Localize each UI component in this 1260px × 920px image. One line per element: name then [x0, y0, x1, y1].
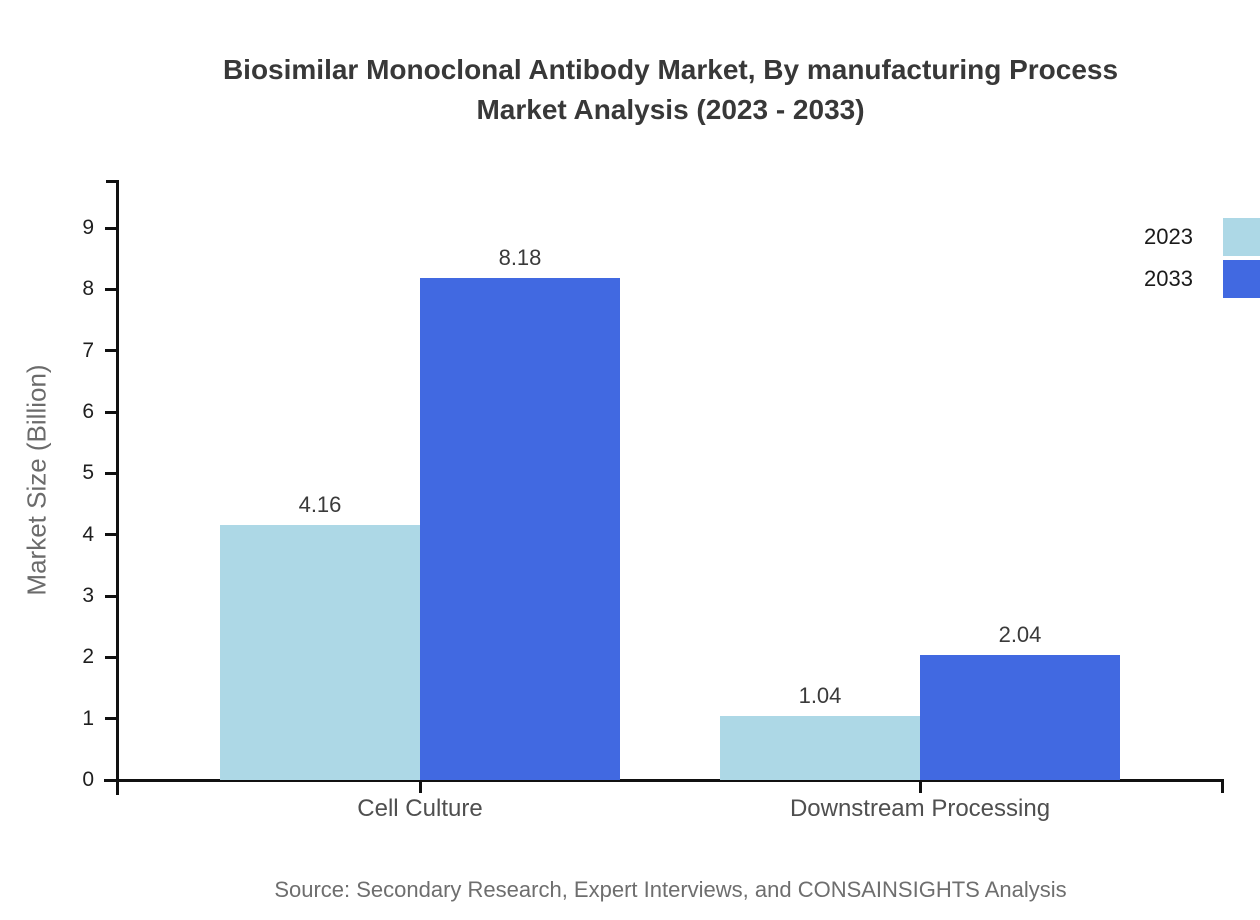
y-tick [105, 287, 116, 291]
chart-title-line1: Biosimilar Monoclonal Antibody Market, B… [222, 54, 1119, 85]
y-tick-label: 4 [82, 522, 94, 546]
y-tick [105, 655, 116, 659]
y-tick [105, 717, 116, 721]
legend: 2023 2033 [1144, 218, 1260, 302]
y-tick-label: 9 [82, 216, 94, 239]
y-axis-top-cap [106, 180, 119, 183]
y-tick-label: 1 [82, 706, 94, 730]
bar-value-label: 2.04 [998, 621, 1042, 647]
y-tick [105, 226, 116, 230]
bar [420, 278, 620, 780]
y-tick-label: 8 [82, 277, 94, 301]
category-label: Downstream Processing [789, 795, 1051, 822]
bar [720, 716, 920, 780]
source-note: Source: Secondary Research, Expert Inter… [274, 877, 1067, 902]
x-tick [918, 782, 922, 793]
y-tick [105, 778, 116, 782]
y-tick-label: 7 [82, 338, 94, 362]
y-tick-label: 5 [82, 461, 94, 485]
y-tick [105, 410, 116, 414]
bar [920, 654, 1120, 780]
legend-row: 2023 [1144, 218, 1260, 256]
legend-swatch [1223, 260, 1260, 298]
chart-title: Biosimilar Monoclonal Antibody Market, B… [118, 50, 1223, 130]
y-tick-label: 2 [82, 645, 94, 669]
bar-value-label: 4.16 [298, 491, 342, 517]
legend-label: 2023 [1144, 224, 1193, 249]
y-tick [105, 533, 116, 537]
y-tick [105, 471, 116, 475]
category-label: Cell Culture [357, 795, 483, 822]
y-tick-label: 0 [82, 768, 94, 791]
y-tick [105, 349, 116, 353]
x-axis-spine [104, 779, 1224, 782]
bar-value-label: 1.04 [798, 683, 842, 709]
y-tick-label: 3 [82, 584, 94, 607]
legend-label: 2033 [1144, 266, 1193, 291]
y-axis-spine [116, 180, 119, 795]
bar [220, 524, 420, 780]
x-axis-right-cap [1221, 779, 1224, 793]
x-tick [418, 782, 422, 793]
y-tick-label: 6 [82, 400, 94, 423]
legend-row: 2033 [1144, 260, 1260, 298]
y-tick [105, 594, 116, 598]
chart-title-line2: Market Analysis (2023 - 2033) [476, 94, 865, 125]
legend-swatch [1223, 218, 1260, 256]
bar-value-label: 8.18 [498, 245, 542, 271]
